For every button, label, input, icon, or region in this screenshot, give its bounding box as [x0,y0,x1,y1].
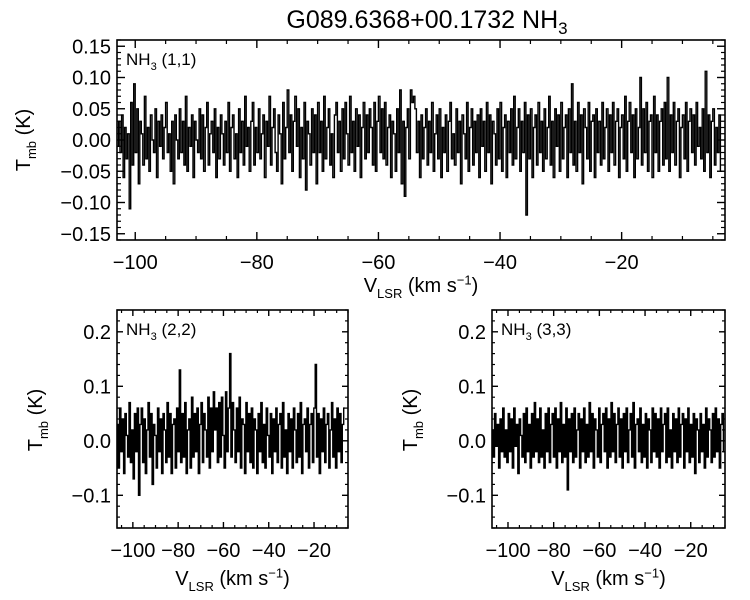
x-axis-label-rest: (km s [590,568,644,590]
x-tick-label: −100 [110,540,155,562]
x-tick-label: −20 [674,540,708,562]
y-axis-label: Tmb (K) [25,389,51,452]
y-tick-label: −0.15 [60,224,111,246]
panel-label-sub: 3 [526,331,532,343]
figure-title-subscript: 3 [558,19,567,38]
y-axis-label-sub: mb [411,421,426,439]
panel-nh3-33: −100 −80 −60 −40 −20 −0.1 0.0 0.1 0.2 NH3 (3,3) VL… [400,309,726,594]
y-tick-label: −0.1 [72,485,111,507]
x-tick-label: −40 [483,252,517,274]
x-tick-label: −60 [361,252,395,274]
y-tick-label: 0.1 [458,376,486,398]
x-axis-label-main: V [364,275,378,297]
panel-label-sub: 3 [151,61,157,73]
y-axis-label-rest: (K) [400,389,422,421]
figure-title-main: G089.6368+00.1732 NH [286,6,558,34]
x-axis-label-sup: −1 [644,565,659,580]
y-axis-label: Tmb (K) [400,389,426,452]
panel-nh3-22: −100 −80 −60 −40 −20 −0.1 0.0 0.1 0.2 NH3 (2,2) VL… [25,309,349,594]
y-axis-label-main: T [400,439,422,451]
y-axis-label: Tmb (K) [13,109,39,172]
x-tick-label: −40 [628,540,662,562]
x-axis-label-main: V [551,568,565,590]
panel-label: NH3 (3,3) [501,320,571,343]
panel-label: NH3 (1,1) [126,50,196,73]
y-tick-label: −0.05 [60,161,111,183]
x-axis-label-rest: (km s [214,568,268,590]
y-axis-label-main: T [13,159,35,171]
x-tick-label: −40 [252,540,286,562]
y-tick-label: 0.2 [83,322,111,344]
y-tick-label: −0.1 [447,485,486,507]
y-axis-label-sub: mb [24,141,39,159]
figure-title: G089.6368+00.1732 NH3 [286,6,567,38]
y-tick-label: 0.05 [72,99,111,121]
x-tick-label: −100 [113,252,158,274]
x-tick-label: −100 [485,540,530,562]
y-tick-label: 0.15 [72,36,111,58]
x-axis-label-end: ) [659,568,666,590]
spectrum-line [117,352,346,496]
panel-label-main: NH [501,320,526,339]
x-axis-label-sub: LSR [189,579,214,594]
panel-label-main: NH [126,320,151,339]
x-axis-label: VLSR (km s−1) [364,272,479,301]
x-tick-label: −60 [206,540,240,562]
x-axis-label: VLSR (km s−1) [551,565,666,594]
panel-label-sub: 3 [151,331,157,343]
panel-nh3-11: −100 −80 −60 −40 −20 −0.15 −0.10 −0.05 0.00 0.05 0… [13,36,726,301]
x-tick-label: −80 [161,540,195,562]
x-tick-label: −20 [297,540,331,562]
x-tick-label: −20 [605,252,639,274]
x-axis-label-sup: −1 [457,272,472,287]
y-tick-label: 0.0 [458,431,486,453]
x-axis-label: VLSR (km s−1) [175,565,290,594]
x-tick-label: −80 [240,252,274,274]
y-axis-label-rest: (K) [25,389,47,421]
y-axis-label-rest: (K) [13,109,35,141]
spectrum-line [492,401,725,491]
x-axis-label-rest: (km s [402,275,456,297]
y-tick-label: 0.0 [83,431,111,453]
panel-label-rest: (2,2) [157,320,197,339]
x-axis-label-main: V [175,568,189,590]
panel-label-rest: (3,3) [532,320,572,339]
y-axis-label-sub: mb [36,421,51,439]
spectrum-line [117,70,722,216]
panel-label: NH3 (2,2) [126,320,196,343]
x-axis-label-end: ) [472,275,479,297]
y-tick-label: 0.10 [72,68,111,90]
y-tick-label: 0.00 [72,130,111,152]
x-tick-label: −80 [537,540,571,562]
panel-label-main: NH [126,50,151,69]
x-axis-label-sup: −1 [268,565,283,580]
y-axis-label-main: T [25,439,47,451]
y-tick-label: 0.2 [458,322,486,344]
x-axis-label-end: ) [283,568,290,590]
x-axis-label-sub: LSR [377,286,402,301]
y-tick-label: 0.1 [83,376,111,398]
x-tick-label: −60 [582,540,616,562]
y-tick-label: −0.10 [60,193,111,215]
panel-label-rest: (1,1) [157,50,197,69]
x-axis-label-sub: LSR [565,579,590,594]
